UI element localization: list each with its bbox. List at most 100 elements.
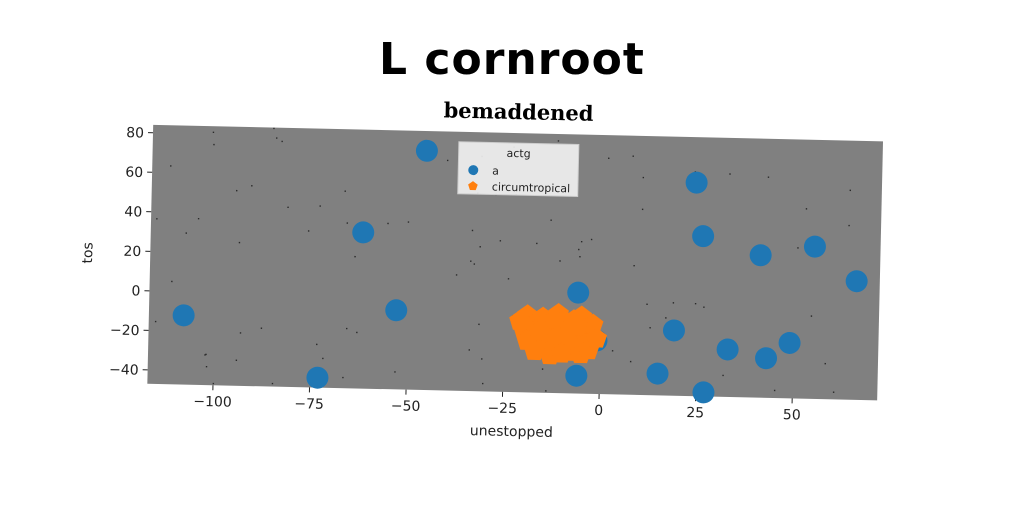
texture-speck — [387, 222, 389, 225]
chart-figure: bemaddened −100 −75 −50 −25 0 25 50 −40 −20 0 20 4… — [80, 97, 884, 441]
x-tick-label: −25 — [487, 400, 517, 417]
x-axis-ticks: −100 −75 −50 −25 0 25 50 — [193, 385, 801, 424]
y-tick-label: 40 — [124, 204, 142, 220]
texture-speck — [170, 165, 172, 167]
texture-speck — [213, 143, 215, 146]
y-tick-label: 60 — [125, 165, 143, 181]
texture-speck — [205, 365, 208, 368]
texture-speck — [446, 159, 449, 162]
texture-speck — [471, 229, 474, 232]
point-a — [845, 270, 868, 293]
texture-speck — [580, 240, 583, 243]
x-tick-label: 0 — [594, 403, 603, 419]
point-a — [662, 319, 685, 342]
texture-speck — [204, 354, 206, 356]
texture-speck — [481, 358, 483, 360]
texture-speck — [154, 320, 157, 323]
texture-speck — [541, 368, 544, 370]
x-tick-label: −75 — [294, 396, 324, 413]
texture-speck — [608, 157, 610, 159]
texture-speck — [212, 131, 215, 134]
texture-speck — [694, 302, 697, 305]
texture-speck — [805, 208, 808, 210]
texture-speck — [649, 327, 651, 329]
x-tick-label: −100 — [193, 394, 232, 411]
texture-speck — [507, 278, 510, 280]
point-a — [749, 244, 772, 267]
y-tick-label: −20 — [110, 323, 140, 340]
point-a — [352, 221, 375, 244]
point-circumtropical — [586, 327, 608, 348]
texture-speck — [550, 219, 552, 221]
texture-speck — [729, 173, 731, 175]
legend-title: actg — [506, 147, 530, 161]
point-a — [692, 381, 715, 404]
texture-speck — [235, 359, 238, 361]
texture-speck — [665, 317, 667, 319]
texture-speck — [646, 303, 648, 305]
texture-speck — [156, 218, 158, 220]
point-a — [803, 235, 826, 258]
texture-speck — [767, 176, 770, 178]
texture-speck — [394, 371, 396, 373]
point-circumtropical — [567, 315, 589, 336]
y-tick-label: 20 — [123, 244, 141, 260]
texture-speck — [287, 206, 289, 209]
x-axis-label: unestopped — [470, 423, 553, 441]
texture-speck — [849, 189, 852, 192]
point-a — [692, 225, 715, 248]
figure-suptitle: L cornroot — [379, 34, 645, 85]
texture-speck — [455, 274, 458, 276]
point-a — [567, 281, 590, 304]
point-a — [685, 171, 708, 194]
texture-speck — [578, 248, 580, 251]
plot-area — [147, 124, 884, 401]
texture-speck — [171, 280, 173, 283]
texture-speck — [273, 127, 275, 130]
texture-speck — [832, 391, 835, 393]
point-a — [385, 299, 408, 322]
texture-speck — [322, 357, 324, 360]
point-a — [306, 366, 329, 389]
legend-box — [457, 141, 580, 197]
point-a — [172, 304, 195, 327]
texture-speck — [642, 176, 645, 179]
legend-marker-circumtropical — [468, 181, 478, 191]
texture-speck — [629, 360, 632, 363]
point-circumtropical — [550, 342, 572, 363]
texture-speck — [848, 224, 850, 227]
texture-speck — [611, 350, 614, 352]
y-tick-label: −40 — [109, 362, 139, 379]
point-a — [646, 362, 669, 385]
texture-speck — [797, 247, 799, 249]
texture-speck — [773, 389, 776, 392]
texture-speck — [260, 327, 263, 329]
point-a — [565, 364, 588, 387]
point-a — [755, 347, 778, 370]
point-a — [415, 139, 438, 162]
texture-speck — [557, 140, 560, 142]
texture-speck — [499, 240, 502, 242]
texture-speck — [633, 264, 635, 267]
texture-speck — [346, 222, 349, 224]
texture-speck — [344, 190, 346, 192]
texture-speck — [810, 315, 813, 317]
point-a — [778, 331, 801, 354]
y-axis-label: tos — [80, 242, 96, 264]
texture-speck — [703, 306, 705, 308]
texture-speck — [672, 302, 675, 304]
texture-speck — [473, 263, 476, 265]
texture-speck — [590, 238, 593, 241]
legend-label-circumtropical: circumtropical — [492, 181, 571, 196]
legend-label-a: a — [492, 165, 499, 178]
x-tick-label: 25 — [686, 405, 704, 421]
point-circumtropical — [509, 309, 531, 331]
texture-speck — [482, 382, 484, 385]
texture-speck — [479, 246, 481, 248]
y-tick-label: 80 — [126, 125, 144, 141]
legend-marker-a — [468, 165, 479, 176]
y-axis-ticks: −40 −20 0 20 40 60 80 — [109, 125, 154, 379]
point-circumtropical — [582, 313, 604, 334]
